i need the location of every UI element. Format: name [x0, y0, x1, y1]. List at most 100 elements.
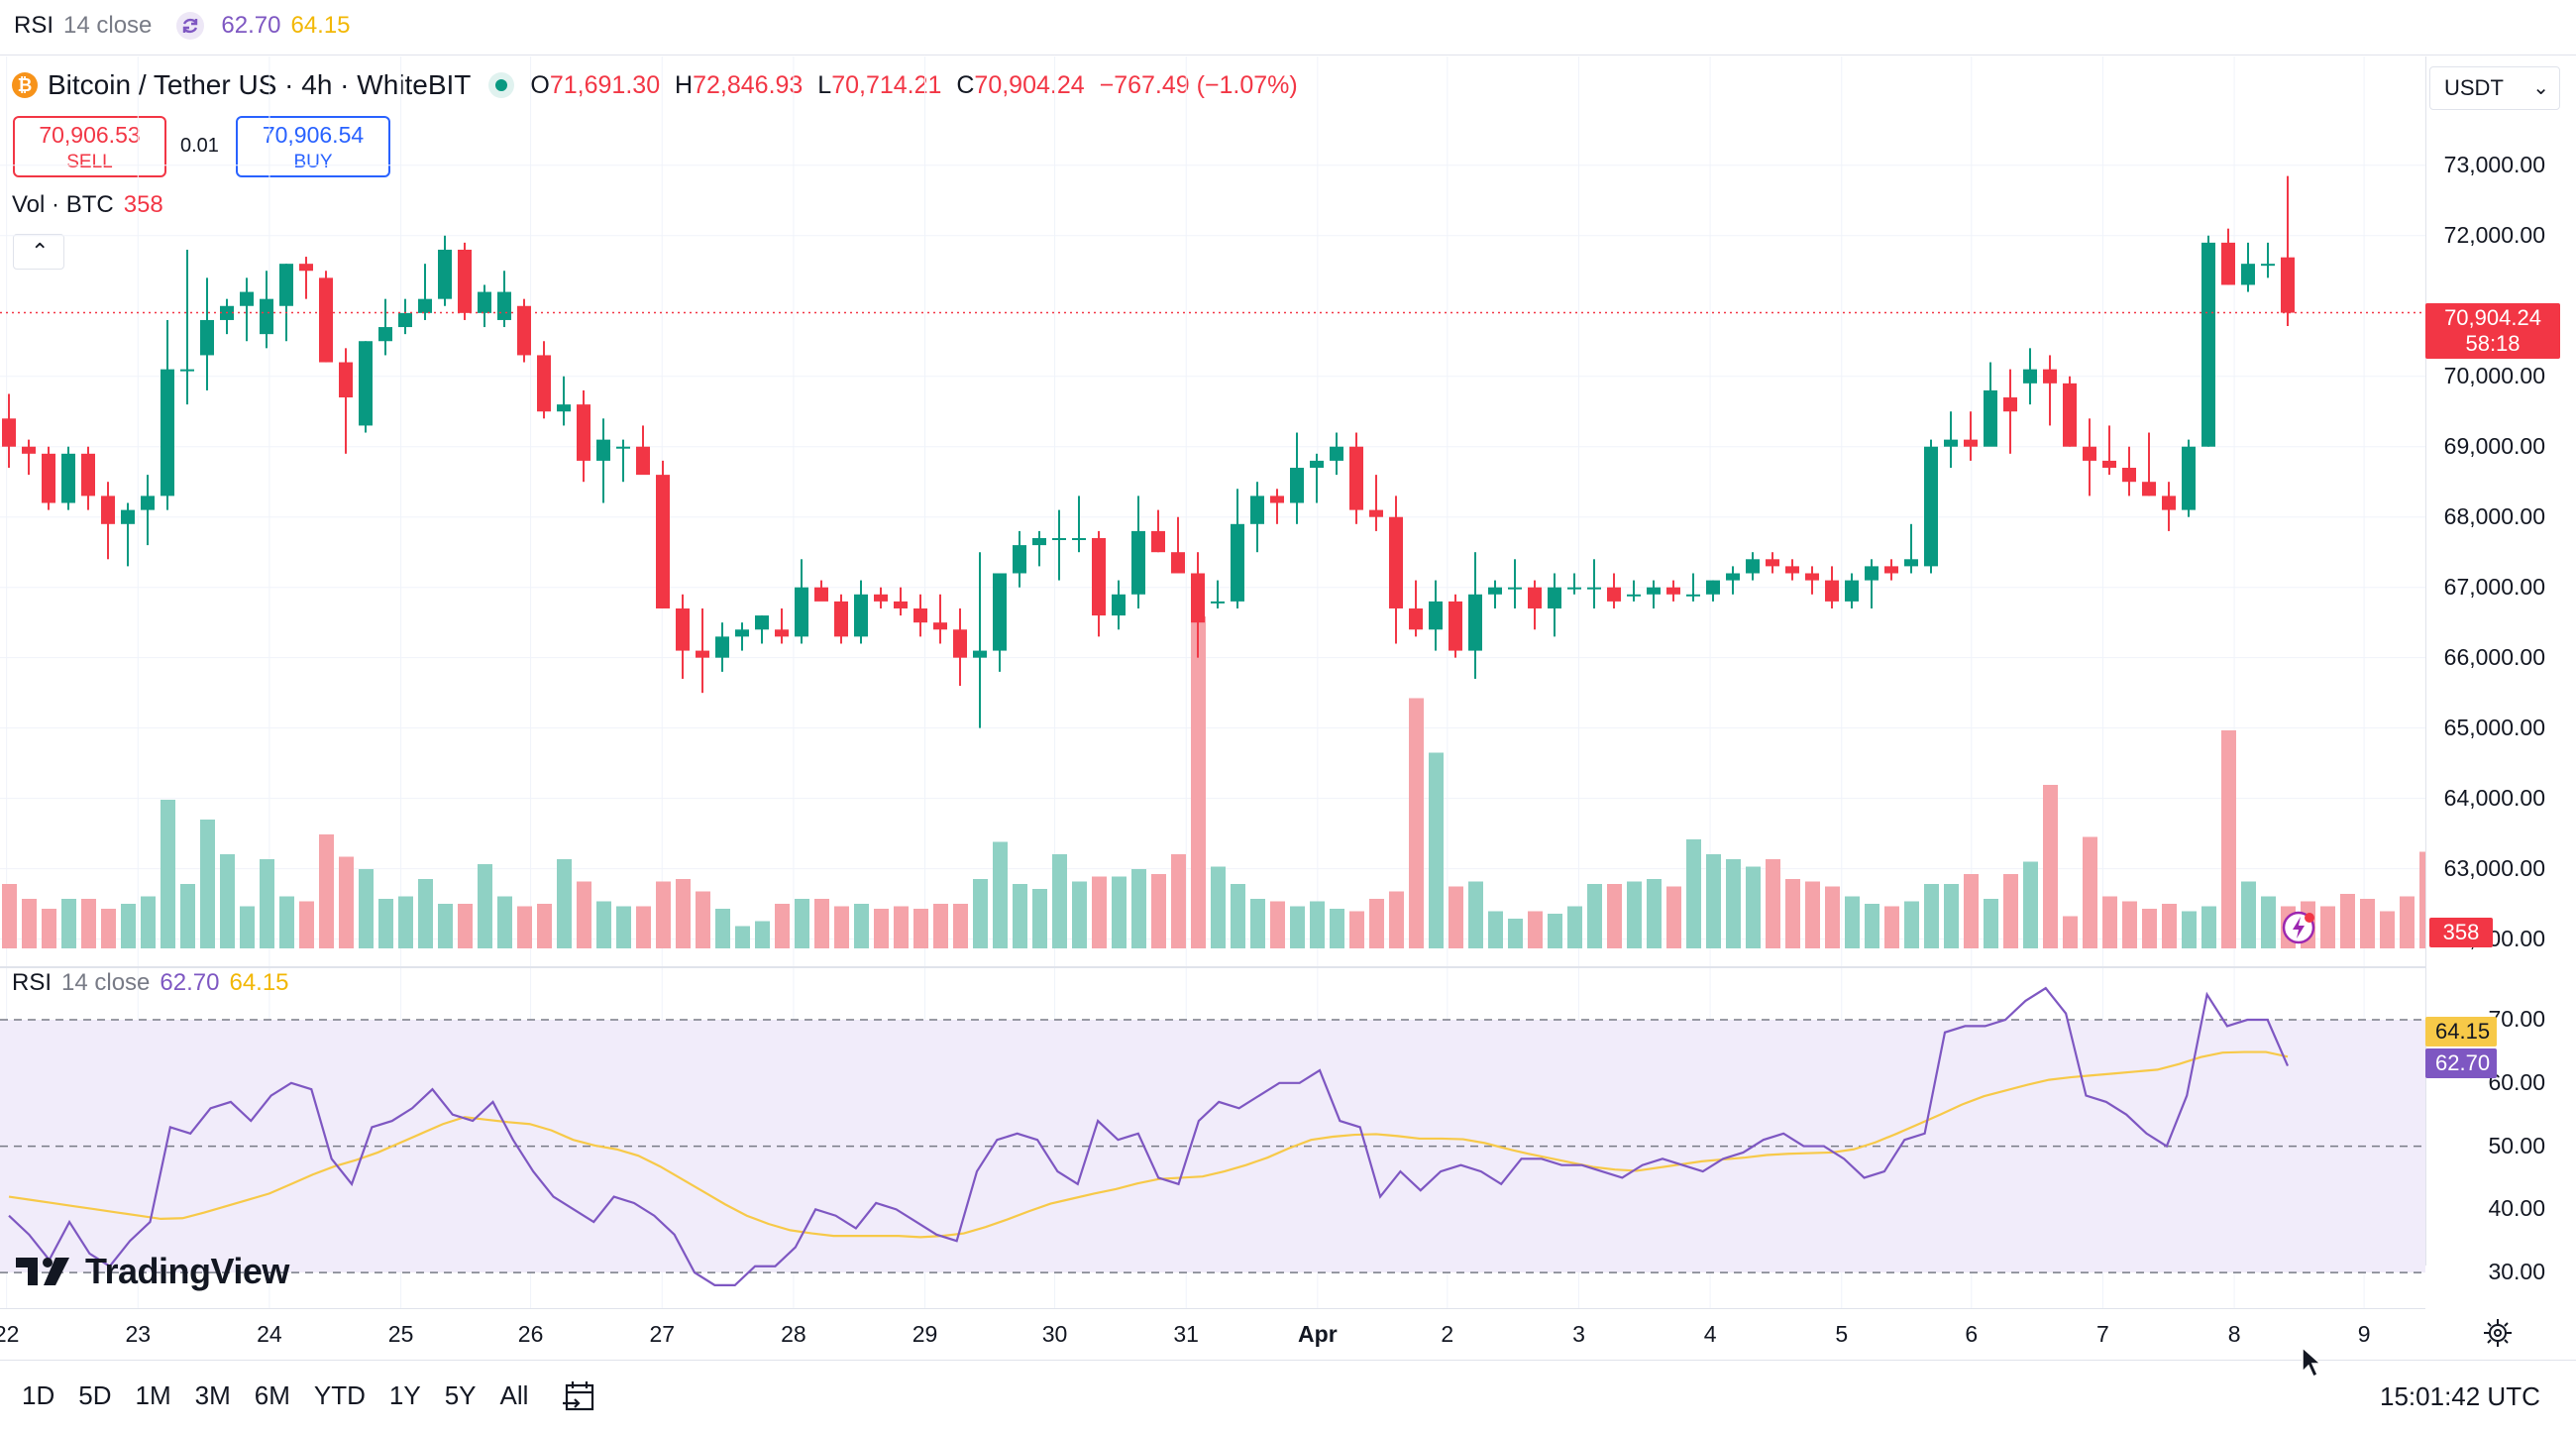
open-value: 71,691.30	[549, 70, 661, 99]
time-axis-label: 8	[2227, 1321, 2241, 1347]
market-status-icon[interactable]	[488, 72, 515, 98]
candle-body	[1072, 538, 1086, 540]
volume-bar	[1211, 866, 1226, 948]
volume-bar	[81, 899, 96, 948]
price-axis-label: 72,000.00	[2443, 221, 2545, 248]
date-range-icon[interactable]	[561, 1377, 600, 1417]
volume-bar	[1171, 854, 1186, 948]
sell-button[interactable]: 70,906.53 SELL	[13, 116, 166, 177]
volume-bar	[2360, 899, 2375, 948]
collapse-legend-button[interactable]: ⌃	[13, 234, 64, 270]
bottom-toolbar	[0, 1360, 2576, 1432]
range-button-all[interactable]: All	[499, 1380, 529, 1410]
mouse-cursor-icon	[2301, 1346, 2324, 1379]
buy-button[interactable]: 70,906.54 BUY	[236, 116, 390, 177]
range-button-5d[interactable]: 5D	[78, 1380, 112, 1410]
time-axis-label: 29	[912, 1321, 938, 1347]
price-axis-label: 70,000.00	[2443, 362, 2545, 388]
range-button-ytd[interactable]: YTD	[313, 1380, 366, 1410]
rsi-legend-ma-value: 64.15	[229, 969, 289, 996]
candle-body	[874, 594, 888, 602]
rsi-axis-label: 70.00	[2488, 1006, 2545, 1033]
high-label: H	[675, 70, 694, 99]
candle-body	[973, 650, 987, 658]
candle-body	[577, 404, 590, 461]
volume-bar	[359, 869, 374, 948]
volume-bar	[2063, 916, 2078, 948]
volume-bar	[854, 904, 869, 948]
time-axis-label: 24	[257, 1321, 282, 1347]
bitcoin-icon: ₿	[12, 72, 38, 98]
candle-body	[814, 587, 828, 602]
range-buttons: 1D 5D 1M 3M 6M YTD 1Y 5Y All	[22, 1380, 528, 1411]
candle-body	[1845, 580, 1859, 602]
volume-bar	[874, 909, 889, 948]
candle-body	[2, 418, 16, 447]
symbol-legend[interactable]: ₿ Bitcoin / Tether US · 4h · WhiteBIT O7…	[12, 69, 1298, 101]
volume-bar	[200, 820, 215, 948]
volume-bar	[933, 904, 948, 948]
candle-body	[200, 319, 214, 356]
volume-bar	[894, 906, 909, 948]
price-axis[interactable]: 73,000.00 72,000.00 70,000.00 69,000.00 68,0…	[2425, 56, 2576, 968]
volume-bar	[1508, 919, 1523, 948]
chart-settings-icon[interactable]	[2481, 1316, 2515, 1350]
candle-body	[2003, 397, 2017, 412]
volume-bar	[1409, 698, 1424, 948]
range-button-1d[interactable]: 1D	[22, 1380, 55, 1410]
volume-bar	[2142, 909, 2157, 948]
rsi-header-value: 62.70	[221, 12, 281, 39]
volume-bar	[676, 879, 691, 948]
candle-body	[2043, 369, 2057, 384]
volume-bar	[2122, 901, 2137, 948]
rsi-axis[interactable]: 70.00 60.00 50.00 40.00 30.00	[2425, 968, 2576, 1284]
tradingview-logo-icon	[16, 1258, 69, 1285]
volume-bar	[260, 859, 274, 948]
price-chart[interactable]	[0, 56, 2425, 1358]
candle-body	[378, 327, 392, 342]
volume-bar	[378, 899, 393, 948]
volume-label: Vol · BTC	[12, 191, 114, 218]
volume-bar	[240, 906, 255, 948]
time-axis[interactable]: 22 23 24 25 26 27 28 29 30 31 Apr 2 3 4 5 6 7 8 9	[0, 1308, 2425, 1358]
candle-body	[913, 607, 927, 623]
volume-bar	[1389, 891, 1404, 948]
candle-body	[180, 369, 194, 372]
range-button-1m[interactable]: 1M	[135, 1380, 171, 1410]
range-button-5y[interactable]: 5Y	[444, 1380, 477, 1410]
refresh-icon[interactable]	[175, 11, 205, 41]
volume-bar	[775, 904, 790, 948]
range-button-3m[interactable]: 3M	[194, 1380, 231, 1410]
volume-bar	[1112, 876, 1127, 948]
low-value: 70,714.21	[831, 70, 942, 99]
candle-body	[339, 362, 353, 398]
volume-legend[interactable]: Vol · BTC 358	[12, 191, 163, 219]
volume-bar	[1429, 752, 1444, 948]
range-button-1y[interactable]: 1Y	[388, 1380, 421, 1410]
candle-body	[775, 629, 789, 637]
volume-bar	[1013, 884, 1027, 948]
lightning-icon[interactable]	[2281, 910, 2316, 945]
utc-clock[interactable]: 15:01:42 UTC	[2380, 1381, 2540, 1411]
tradingview-logo[interactable]: TradingView	[16, 1251, 289, 1292]
sell-label: SELL	[66, 152, 113, 172]
volume-bar	[1666, 886, 1681, 948]
volume-bar	[1884, 906, 1899, 948]
volume-bar	[1250, 899, 1265, 948]
volume-bar	[22, 899, 37, 948]
volume-bar	[1449, 886, 1463, 948]
currency-select[interactable]: USDT ⌄	[2429, 66, 2560, 110]
rsi-header-name: RSI	[14, 12, 54, 39]
tradingview-logo-text: TradingView	[85, 1251, 289, 1291]
candle-body	[1508, 587, 1522, 590]
range-button-6m[interactable]: 6M	[254, 1380, 290, 1410]
candle-body	[2142, 482, 2156, 496]
close-label: C	[956, 70, 975, 99]
rsi-header-legend[interactable]: RSI 14 close 62.70 64.15	[14, 11, 351, 41]
rsi-legend[interactable]: RSI 14 close 62.70 64.15	[12, 969, 289, 997]
candle-body	[1785, 566, 1799, 574]
rsi-axis-label: 30.00	[2488, 1259, 2545, 1285]
volume-bar	[2320, 906, 2335, 948]
volume-bar	[2340, 894, 2355, 948]
candle-body	[1528, 587, 1542, 608]
